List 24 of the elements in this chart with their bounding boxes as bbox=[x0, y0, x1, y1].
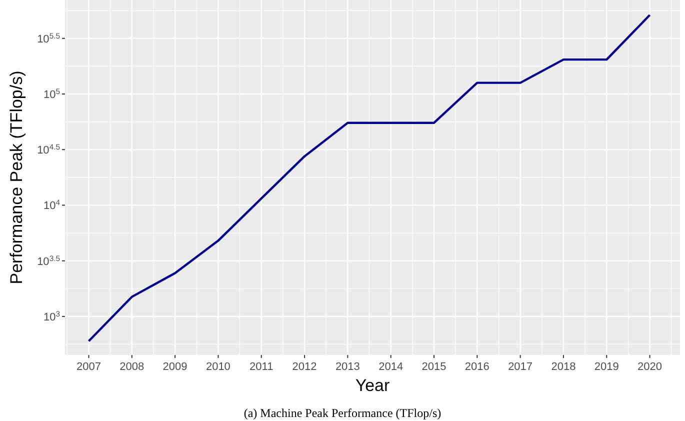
y-tick-label: 10$^{3}$ bbox=[43, 308, 60, 324]
x-tick-label: 2008 bbox=[120, 361, 144, 373]
x-tick-label: 2017 bbox=[508, 361, 533, 373]
x-tick-label: 2016 bbox=[464, 361, 490, 373]
x-tick-label: 2012 bbox=[292, 361, 317, 373]
x-tick-label: 2013 bbox=[335, 361, 360, 373]
x-tick-label: 2007 bbox=[76, 361, 101, 373]
x-tick-label: 2009 bbox=[162, 361, 188, 373]
x-axis-title: Year bbox=[355, 376, 390, 395]
x-tick-label: 2018 bbox=[551, 361, 576, 373]
x-tick-label: 2010 bbox=[206, 361, 230, 373]
line-series bbox=[88, 14, 651, 342]
text: (a) Machine Peak Performance (TFlop/s) bbox=[244, 406, 442, 420]
x-tick-label: 2015 bbox=[422, 361, 446, 373]
x-tick-label: 2019 bbox=[594, 361, 619, 373]
x-tick-label: 2020 bbox=[638, 361, 662, 373]
y-axis-title: Performance Peak (TFlop/s) bbox=[7, 70, 26, 284]
y-tick-label: 10$^{5.5}$ bbox=[37, 30, 60, 46]
y-tick-label: 10$^{4.5}$ bbox=[37, 142, 60, 157]
y-tick-label: 10$^{5}$ bbox=[43, 86, 60, 101]
y-tick-label: 10$^{3.5}$ bbox=[37, 253, 60, 268]
x-tick-label: 2011 bbox=[250, 361, 274, 373]
x-tick-label: 2014 bbox=[378, 361, 404, 373]
y-tick-label: 10$^{4}$ bbox=[43, 198, 61, 212]
